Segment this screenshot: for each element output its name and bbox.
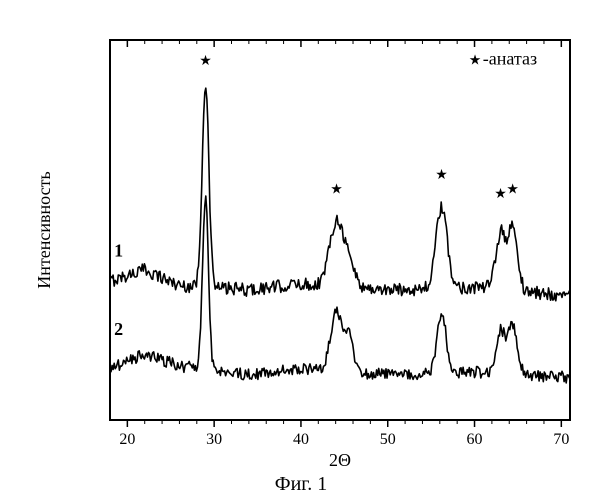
x-axis-label: 2Θ bbox=[329, 450, 351, 470]
peak-marker-star: ★ bbox=[199, 54, 212, 69]
series-label: 1 bbox=[114, 240, 123, 260]
figure-container: 2030405060702ΘИнтенсивность★★★★★12★-анат… bbox=[0, 0, 602, 500]
xrd-plot-svg: 2030405060702ΘИнтенсивность★★★★★12★-анат… bbox=[0, 0, 602, 470]
series-label: 2 bbox=[114, 319, 123, 339]
x-tick-label: 40 bbox=[293, 431, 309, 448]
x-tick-label: 60 bbox=[467, 431, 483, 448]
peak-marker-star: ★ bbox=[506, 182, 519, 197]
trace-2 bbox=[110, 196, 569, 383]
peak-marker-star: ★ bbox=[330, 182, 343, 197]
x-tick-label: 30 bbox=[206, 431, 222, 448]
x-tick-label: 50 bbox=[380, 431, 396, 448]
legend-marker-star: ★ bbox=[469, 54, 482, 69]
peak-marker-star: ★ bbox=[435, 168, 448, 183]
y-axis-label: Интенсивность bbox=[34, 171, 54, 288]
figure-caption: Фиг. 1 bbox=[0, 473, 602, 496]
legend-text: -анатаз bbox=[483, 49, 537, 69]
x-tick-label: 70 bbox=[553, 431, 569, 448]
peak-marker-star: ★ bbox=[494, 187, 507, 202]
x-tick-label: 20 bbox=[119, 431, 135, 448]
